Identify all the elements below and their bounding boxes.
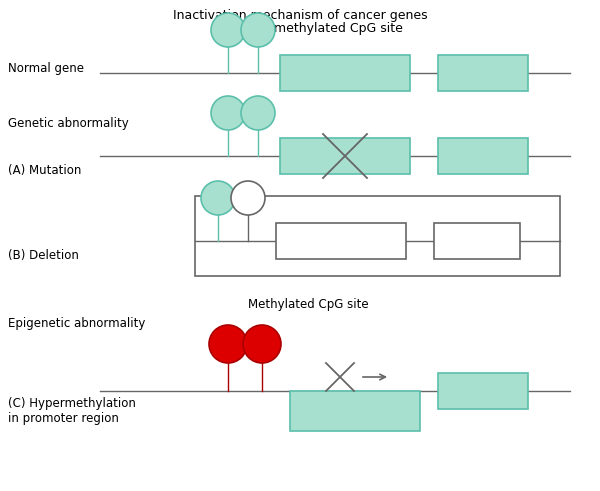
Bar [280,55,410,91]
Circle shape [211,96,245,130]
Circle shape [231,181,265,215]
Bar [438,373,528,409]
Text: (B) Deletion: (B) Deletion [8,248,79,262]
Bar [434,223,520,259]
Circle shape [201,181,235,215]
Text: Epigenetic abnormality: Epigenetic abnormality [8,317,145,329]
Circle shape [243,325,281,363]
Bar [290,391,420,431]
Bar [438,138,528,174]
Text: (C) Hypermethylation
in promoter region: (C) Hypermethylation in promoter region [8,397,136,425]
Bar [280,138,410,174]
Circle shape [241,96,275,130]
Text: Methylated CpG site: Methylated CpG site [248,298,368,311]
Text: Inactivation mechanism of cancer genes: Inactivation mechanism of cancer genes [173,9,427,22]
Bar [438,55,528,91]
Text: (A) Mutation: (A) Mutation [8,164,82,176]
Bar [276,223,406,259]
Text: Genetic abnormality: Genetic abnormality [8,116,129,130]
Bar [195,196,560,276]
Text: Unmethylated CpG site: Unmethylated CpG site [257,22,403,35]
Circle shape [241,13,275,47]
Text: Normal gene: Normal gene [8,61,84,75]
Circle shape [209,325,247,363]
Circle shape [211,13,245,47]
